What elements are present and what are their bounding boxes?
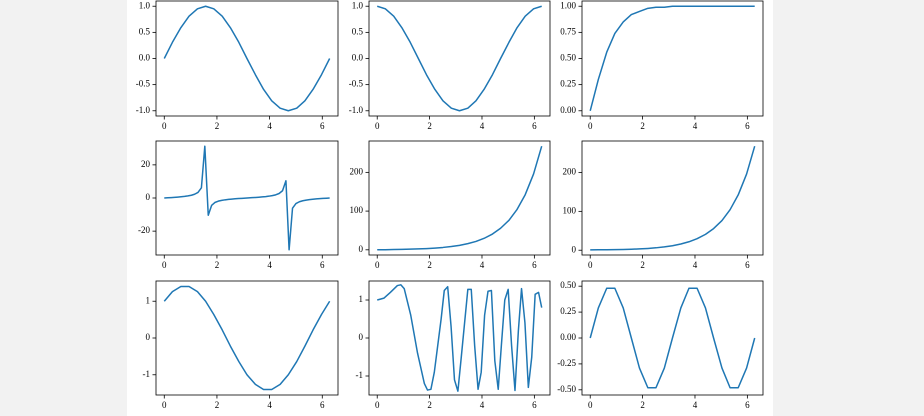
y-tick-label: 20: [141, 159, 151, 169]
x-tick-label: 4: [267, 121, 272, 131]
x-tick-label: 0: [162, 400, 167, 410]
x-tick-label: 0: [375, 260, 380, 270]
x-tick-label: 6: [320, 400, 325, 410]
x-tick-label: 4: [480, 260, 485, 270]
x-tick-label: 2: [427, 121, 432, 131]
y-tick-label: 100: [350, 205, 364, 215]
x-tick-label: 0: [162, 121, 167, 131]
x-tick-label: 6: [532, 121, 537, 131]
y-tick-label: 1.0: [139, 0, 151, 10]
y-tick-label: -1: [143, 369, 151, 379]
x-tick-label: 6: [320, 121, 325, 131]
x-tick-label: 4: [267, 400, 272, 410]
y-tick-label: -1.0: [136, 105, 151, 115]
line: [164, 145, 330, 251]
y-tick-label: -0.5: [136, 79, 151, 89]
axes-frame: [368, 140, 551, 256]
y-tick-label: 0.0: [139, 53, 151, 63]
x-tick-label: 0: [588, 400, 593, 410]
line: [163, 285, 331, 391]
x-tick-label: 2: [640, 260, 645, 270]
x-tick-label: 0: [162, 260, 167, 270]
x-tick-label: 6: [320, 260, 325, 270]
y-tick-label: 0: [359, 244, 364, 254]
y-tick-label: 0.50: [560, 280, 576, 290]
x-tick-label: 4: [693, 400, 698, 410]
x-tick-label: 2: [215, 260, 220, 270]
x-tick-label: 2: [427, 260, 432, 270]
y-tick-label: 0: [146, 192, 151, 202]
y-tick-label: 0.00: [560, 105, 576, 115]
y-tick-label: -1.0: [349, 105, 364, 115]
y-tick-label: 0.0: [352, 53, 364, 63]
y-tick-label: 0: [146, 332, 151, 342]
x-tick-label: 6: [532, 260, 537, 270]
y-tick-label: 0.25: [560, 79, 576, 89]
line: [377, 145, 543, 251]
line: [589, 287, 756, 389]
y-tick-label: 0: [572, 244, 577, 254]
y-tick-label: 0: [359, 332, 364, 342]
y-tick-label: 1: [359, 294, 364, 304]
y-tick-label: 1.0: [352, 0, 364, 10]
line: [163, 5, 331, 112]
x-tick-label: 4: [267, 260, 272, 270]
x-tick-label: 2: [640, 400, 645, 410]
x-tick-label: 2: [215, 121, 220, 131]
x-tick-label: 0: [588, 260, 593, 270]
x-tick-label: 2: [427, 400, 432, 410]
y-tick-label: 0.75: [560, 26, 576, 36]
y-tick-label: 200: [350, 166, 364, 176]
line: [589, 5, 755, 111]
y-tick-label: 0.5: [139, 26, 151, 36]
figure-background: [127, 0, 773, 416]
x-tick-label: 2: [215, 400, 220, 410]
y-tick-label: 100: [563, 205, 577, 215]
x-tick-label: 4: [693, 260, 698, 270]
y-tick-label: 1: [146, 295, 151, 305]
y-tick-label: 0.00: [560, 332, 576, 342]
line: [590, 145, 756, 251]
x-tick-label: 0: [588, 121, 593, 131]
y-tick-label: -1: [356, 370, 364, 380]
x-tick-label: 6: [745, 121, 750, 131]
line: [376, 5, 542, 112]
y-tick-label: 0.5: [352, 26, 364, 36]
y-tick-label: -20: [138, 225, 150, 235]
x-tick-label: 0: [375, 121, 380, 131]
axes-frame: [581, 140, 764, 256]
x-tick-label: 4: [480, 400, 485, 410]
y-tick-label: 0.25: [560, 306, 576, 316]
x-tick-label: 6: [745, 260, 750, 270]
y-tick-label: -0.25: [557, 358, 576, 368]
y-tick-label: 200: [563, 167, 577, 177]
x-tick-label: 4: [693, 121, 698, 131]
y-tick-label: -0.50: [557, 384, 576, 394]
x-tick-label: 6: [532, 400, 537, 410]
y-tick-label: -0.5: [349, 79, 364, 89]
x-tick-label: 6: [745, 400, 750, 410]
line: [377, 284, 543, 392]
x-tick-label: 4: [480, 121, 485, 131]
y-tick-label: 0.50: [560, 53, 576, 63]
x-tick-label: 2: [640, 121, 645, 131]
y-tick-label: 1.00: [560, 0, 576, 10]
x-tick-label: 0: [375, 400, 380, 410]
